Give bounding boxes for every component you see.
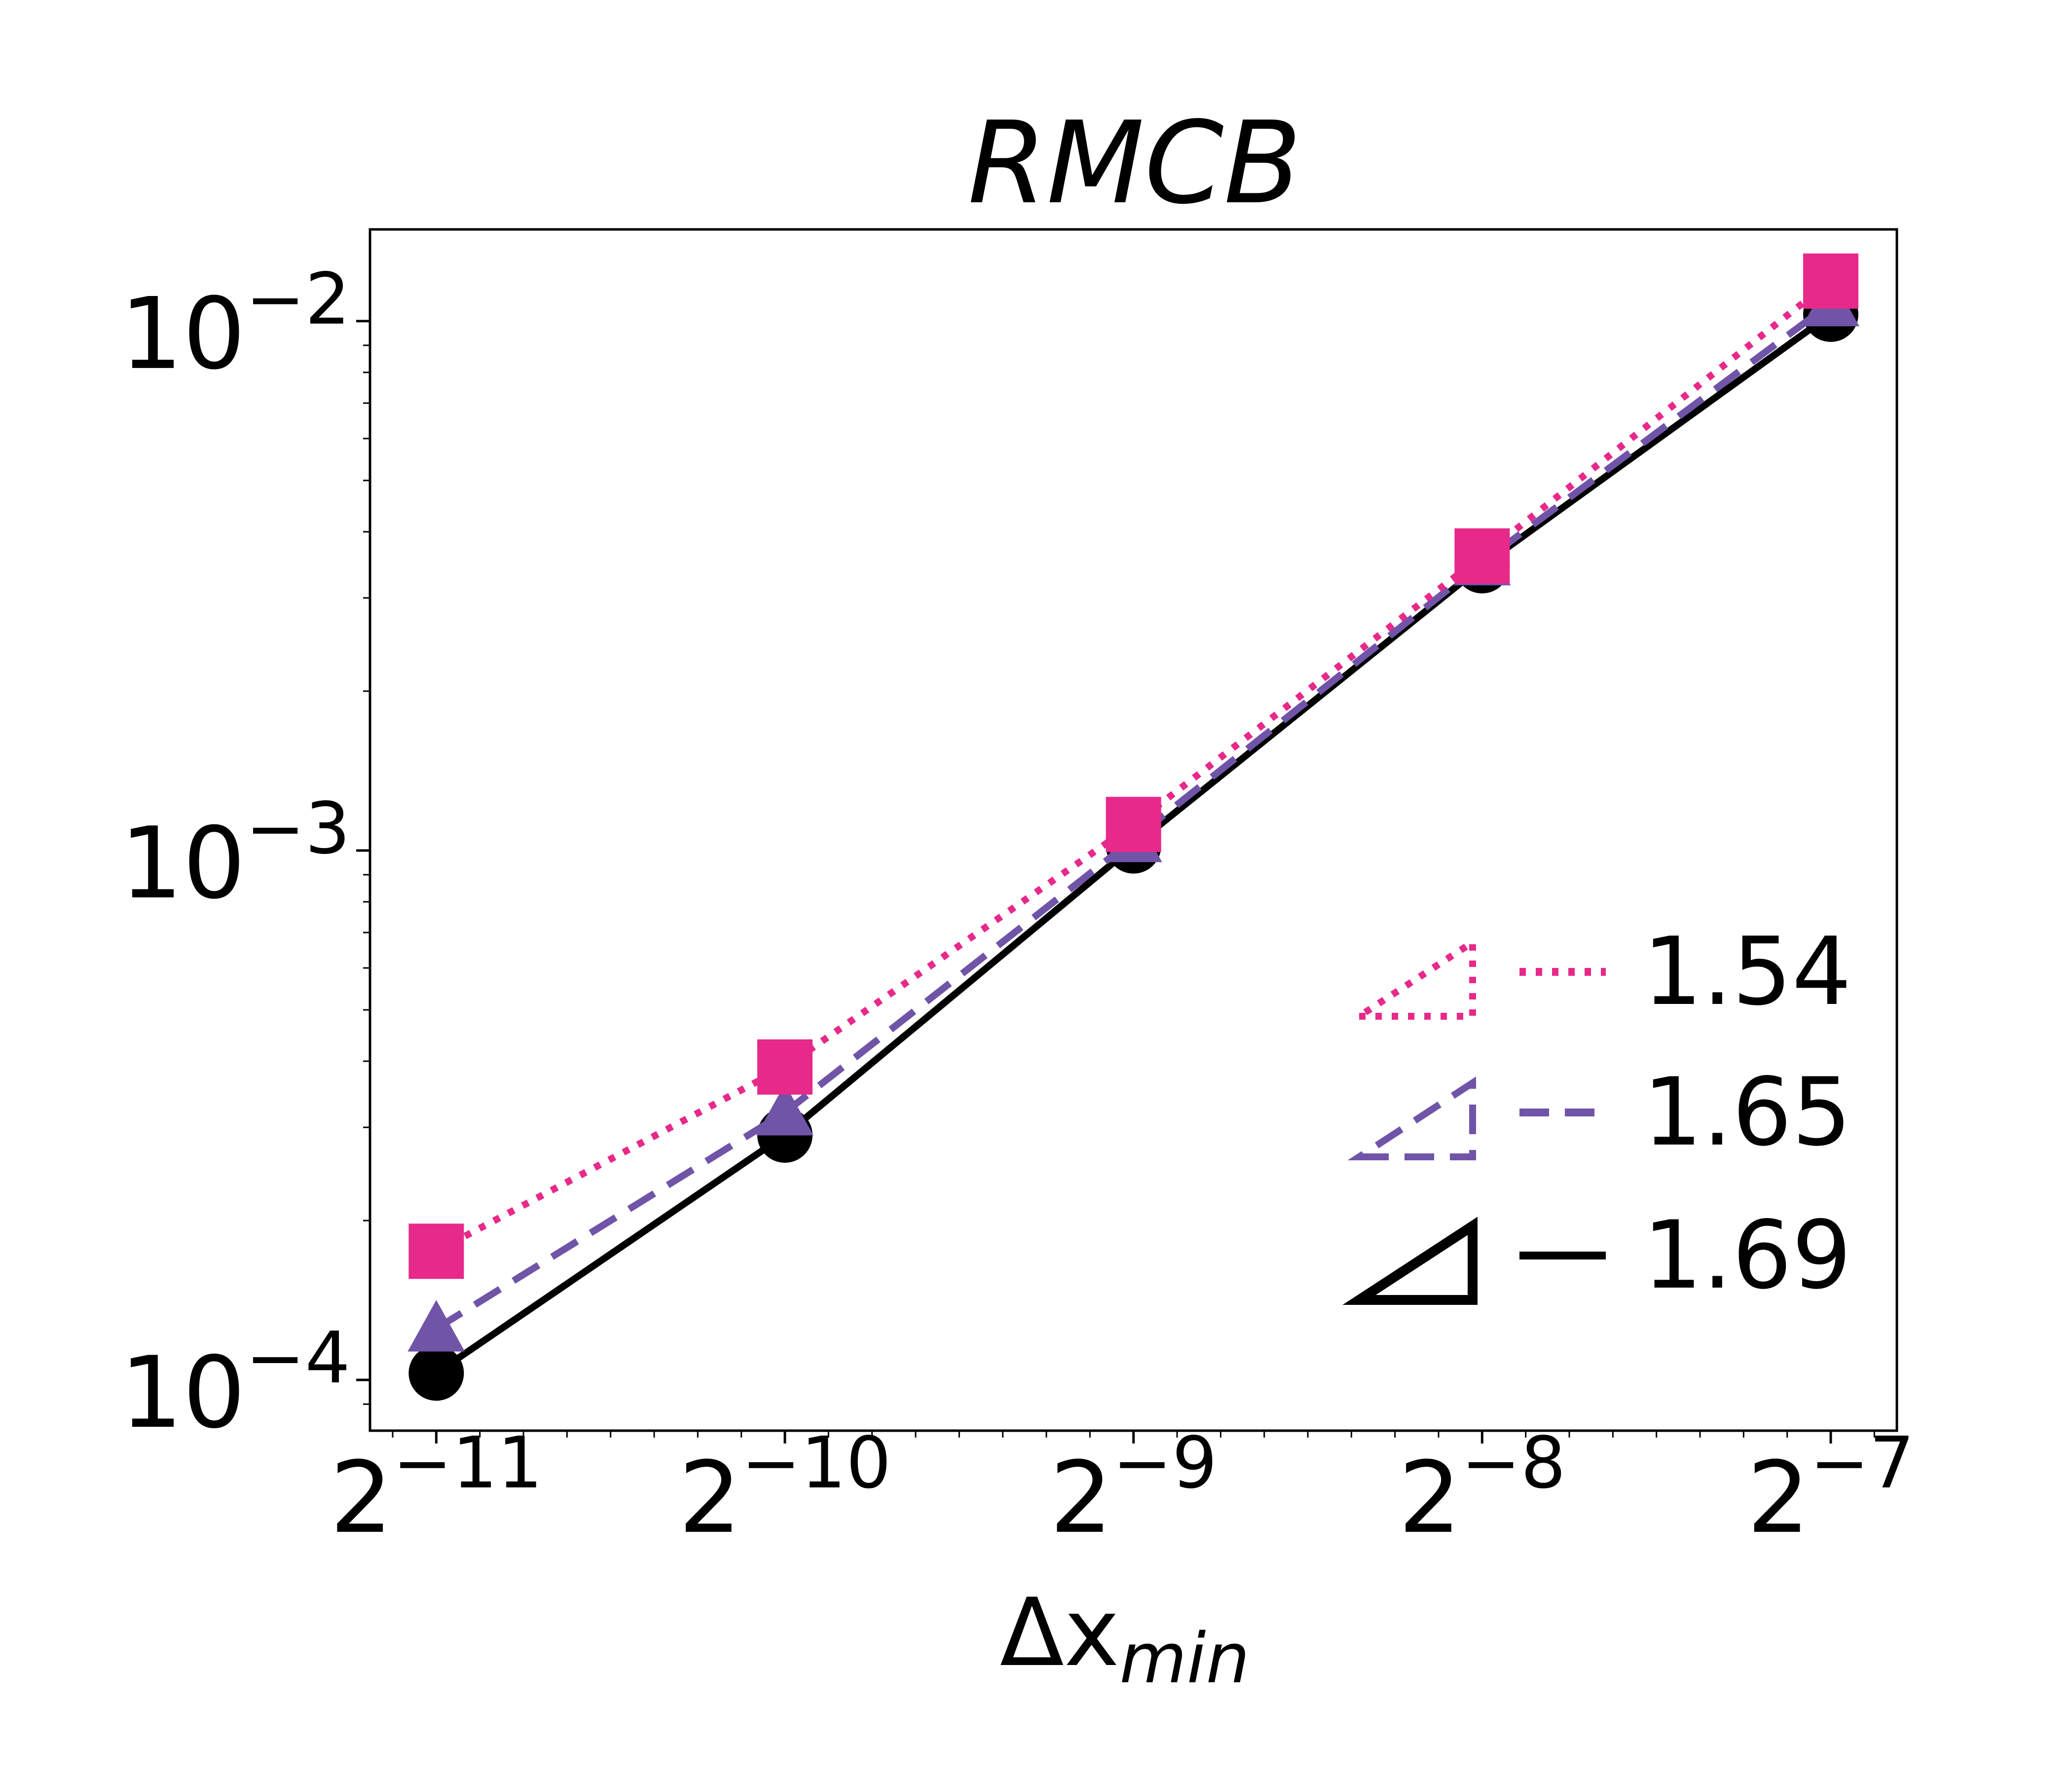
data-point-triangle xyxy=(756,1084,814,1136)
chart-title: RMCB xyxy=(968,98,1302,229)
series-layer xyxy=(407,253,1859,1401)
data-point-square xyxy=(1106,797,1161,852)
legend-entry-1.69: 1.69 xyxy=(1342,1201,1851,1310)
x-tick-label: 2−9 xyxy=(1050,1421,1218,1555)
data-point-square xyxy=(1803,253,1858,309)
series-line xyxy=(434,300,1833,1332)
data-point-square xyxy=(408,1223,464,1279)
y-tick-label: 10−2 xyxy=(120,258,350,392)
series-1.54 xyxy=(408,253,1858,1279)
y-tick-label: 10−3 xyxy=(120,787,350,921)
slope-triangle xyxy=(1342,1217,1478,1305)
slope-triangle xyxy=(1347,936,1476,1020)
legend-label: 1.54 xyxy=(1643,917,1851,1026)
x-tick-label: 2−10 xyxy=(678,1421,891,1555)
x-tick-label: 2−11 xyxy=(330,1421,543,1555)
legend-label: 1.65 xyxy=(1643,1058,1851,1167)
x-axis-label: Δxmin xyxy=(1000,1578,1250,1699)
data-point-square xyxy=(757,1039,813,1095)
legend-entry-1.65: 1.65 xyxy=(1347,1058,1851,1167)
x-axis-ticks: 2−11 2−10 2−9 2−8 2−7 xyxy=(330,1421,1915,1555)
y-axis-ticks: 10−4 10−3 10−2 xyxy=(120,258,370,1450)
x-tick-label: 2−8 xyxy=(1399,1421,1566,1555)
data-point-square xyxy=(1454,528,1510,584)
data-point-triangle xyxy=(407,1300,465,1352)
x-axis-label-subscript: min xyxy=(1119,1619,1250,1699)
legend: 1.54 1.65 1.69 xyxy=(1342,917,1851,1310)
legend-entry-1.54: 1.54 xyxy=(1347,917,1851,1026)
x-axis-label-main: Δx xyxy=(1000,1578,1119,1687)
slope-triangle xyxy=(1347,1076,1476,1160)
x-tick-label: 2−7 xyxy=(1747,1421,1915,1555)
data-point-circle xyxy=(408,1345,464,1401)
y-tick-label: 10−4 xyxy=(120,1316,350,1450)
series-line xyxy=(435,278,1833,1255)
legend-label: 1.69 xyxy=(1643,1201,1851,1310)
